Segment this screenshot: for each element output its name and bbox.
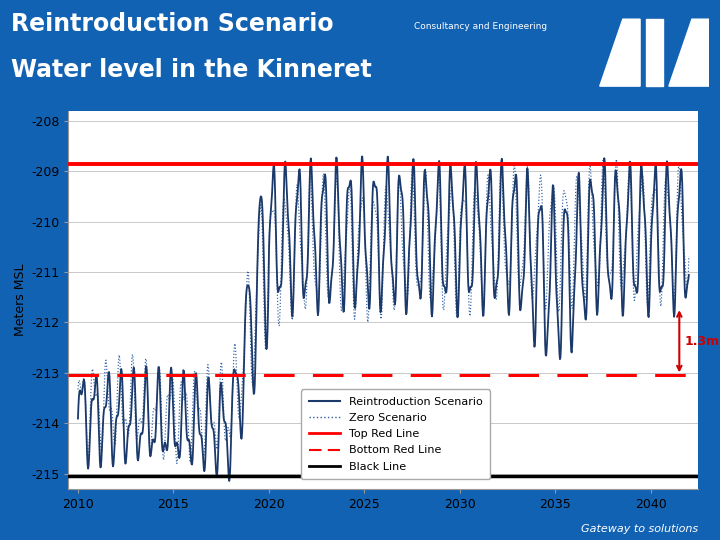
Text: 1.3m: 1.3m: [684, 335, 719, 348]
Zero Scenario: [155, 364, 163, 370]
Zero Scenario: [395, 173, 404, 180]
Reintroduction Scenario: [225, 478, 233, 484]
Zero Scenario: [408, 166, 416, 172]
Zero Scenario: [177, 379, 186, 385]
Text: Gateway to solutions: Gateway to solutions: [581, 524, 698, 534]
Zero Scenario: [599, 156, 608, 163]
Y-axis label: Meters MSL: Meters MSL: [14, 264, 27, 336]
Reintroduction Scenario: [73, 415, 82, 422]
Text: Consultancy and Engineering: Consultancy and Engineering: [414, 22, 547, 31]
Polygon shape: [600, 19, 640, 86]
Text: Water level in the Kinneret: Water level in the Kinneret: [11, 58, 372, 82]
Text: Reintroduction Scenario: Reintroduction Scenario: [11, 12, 333, 36]
Reintroduction Scenario: [155, 364, 163, 371]
Zero Scenario: [73, 386, 82, 393]
Zero Scenario: [280, 195, 289, 202]
Reintroduction Scenario: [280, 171, 289, 178]
Reintroduction Scenario: [176, 434, 185, 441]
Zero Scenario: [339, 281, 348, 287]
Reintroduction Scenario: [395, 177, 404, 183]
Reintroduction Scenario: [358, 153, 366, 160]
Line: Reintroduction Scenario: Reintroduction Scenario: [78, 157, 689, 481]
Zero Scenario: [685, 253, 693, 259]
Reintroduction Scenario: [408, 164, 417, 171]
Reintroduction Scenario: [339, 308, 348, 315]
Reintroduction Scenario: [685, 272, 693, 278]
Polygon shape: [669, 19, 709, 86]
Legend: Reintroduction Scenario, Zero Scenario, Top Red Line, Bottom Red Line, Black Lin: Reintroduction Scenario, Zero Scenario, …: [301, 389, 490, 480]
Polygon shape: [646, 19, 663, 86]
Line: Zero Scenario: Zero Scenario: [78, 159, 689, 463]
Zero Scenario: [173, 460, 181, 467]
